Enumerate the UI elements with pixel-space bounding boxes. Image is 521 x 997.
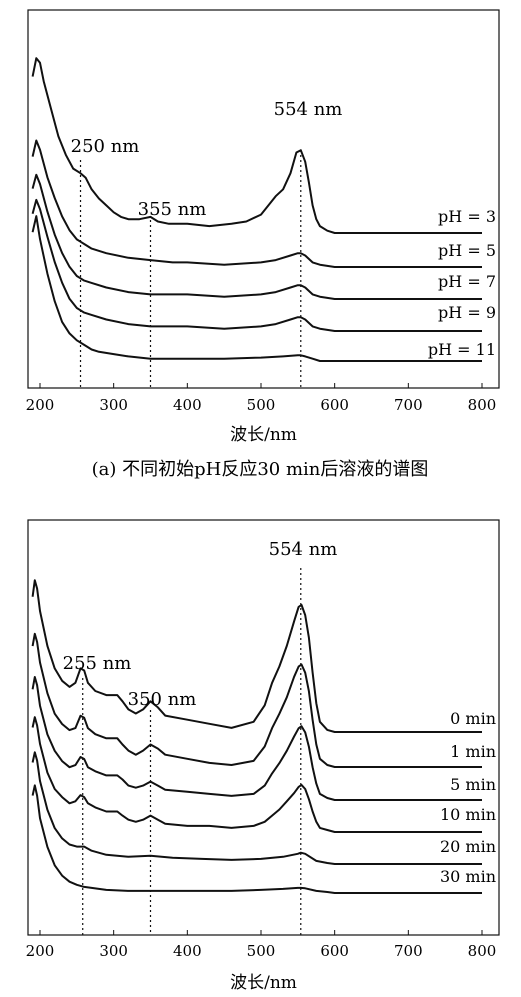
x-axis-label: 波长/nm	[230, 425, 297, 445]
x-tick-label: 800	[468, 942, 497, 960]
peak-annotation: 554 nm	[269, 539, 338, 560]
plot-frame	[27, 519, 500, 936]
x-tick-label: 800	[468, 396, 497, 414]
peak-annotation: 255 nm	[63, 653, 132, 674]
series-line	[31, 173, 482, 300]
series-line	[31, 139, 482, 268]
x-tick-label: 400	[173, 396, 202, 414]
series-label: pH = 5	[438, 241, 496, 260]
x-tick-label: 500	[247, 942, 276, 960]
x-tick-label: 200	[26, 396, 55, 414]
series-line	[31, 632, 482, 768]
series-label: 30 min	[440, 867, 496, 886]
series-line	[31, 215, 482, 362]
chart-panel-0: 200 300 400 500 600 700 800 波长/nm (a) 不同初始pH反应30…	[26, 9, 500, 480]
series-line	[31, 198, 482, 332]
series-label: pH = 11	[428, 340, 496, 359]
x-tick-label: 200	[26, 942, 55, 960]
x-tick-label: 700	[394, 942, 423, 960]
x-tick-label: 600	[320, 396, 349, 414]
series-line	[31, 57, 482, 234]
series-label: 0 min	[450, 709, 496, 728]
figure-caption: (a) 不同初始pH反应30 min后溶液的谱图	[92, 459, 429, 480]
series-label: pH = 3	[438, 207, 496, 226]
series-label: pH = 7	[438, 272, 496, 291]
series-line	[31, 579, 482, 733]
x-tick-label: 300	[99, 942, 128, 960]
x-tick-label: 700	[394, 396, 423, 414]
x-axis-label: 波长/nm	[230, 973, 297, 993]
series-line	[31, 751, 482, 865]
series-label: 1 min	[450, 742, 496, 761]
series-line	[31, 784, 482, 894]
peak-annotation: 250 nm	[71, 136, 140, 157]
series-label: 5 min	[450, 775, 496, 794]
x-tick-label: 500	[247, 396, 276, 414]
series-label: pH = 9	[438, 303, 496, 322]
series-line	[31, 716, 482, 833]
series-label: 10 min	[440, 805, 496, 824]
series-label: 20 min	[440, 837, 496, 856]
x-tick-label: 400	[173, 942, 202, 960]
peak-annotation: 554 nm	[274, 99, 343, 120]
x-tick-label: 600	[320, 942, 349, 960]
plot-frame	[27, 9, 500, 389]
peak-annotation: 350 nm	[128, 689, 197, 710]
peak-annotation: 355 nm	[138, 199, 207, 220]
x-tick-label: 300	[99, 396, 128, 414]
series-line	[31, 676, 482, 801]
